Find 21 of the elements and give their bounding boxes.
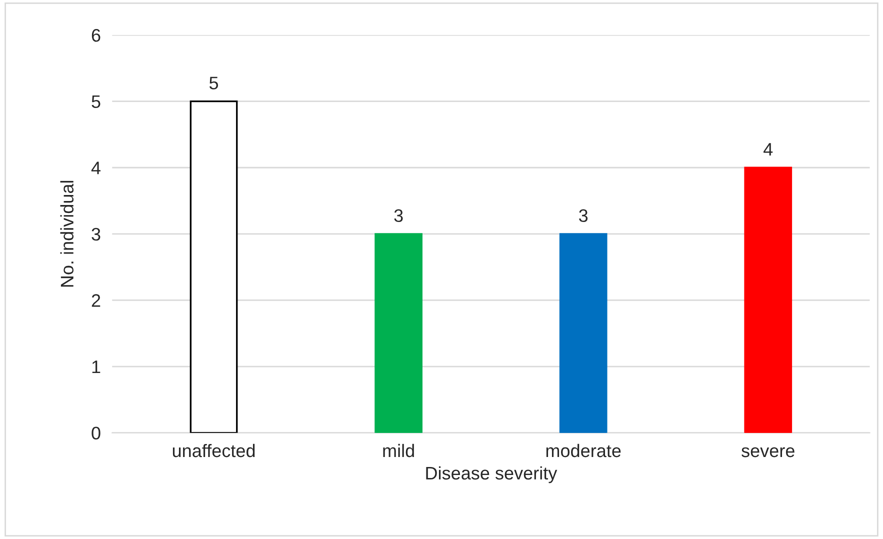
y-tick-label: 4	[91, 162, 100, 174]
bar	[374, 233, 422, 433]
x-axis-title: Disease severity	[426, 466, 558, 484]
y-tick-label: 0	[92, 426, 100, 440]
data-label: 5	[209, 76, 218, 90]
y-tick-label: 5	[92, 95, 100, 108]
x-tick-label: severe	[742, 447, 794, 458]
y-tick-label: 1	[92, 360, 100, 374]
bar	[559, 233, 608, 433]
x-tick-label: moderate	[546, 444, 621, 458]
y-tick-label: 2	[92, 294, 100, 307]
x-tick-label: mild	[383, 444, 414, 458]
y-tick-label: 6	[92, 28, 100, 42]
y-axis-title: No. individual	[60, 180, 74, 287]
y-tick-label: 3	[92, 228, 100, 241]
data-label: 3	[394, 209, 403, 222]
x-tick-label: unaffected	[172, 444, 255, 458]
bar	[744, 166, 792, 433]
data-label: 3	[579, 209, 588, 222]
bar	[190, 100, 238, 433]
data-label: 4	[764, 143, 773, 156]
